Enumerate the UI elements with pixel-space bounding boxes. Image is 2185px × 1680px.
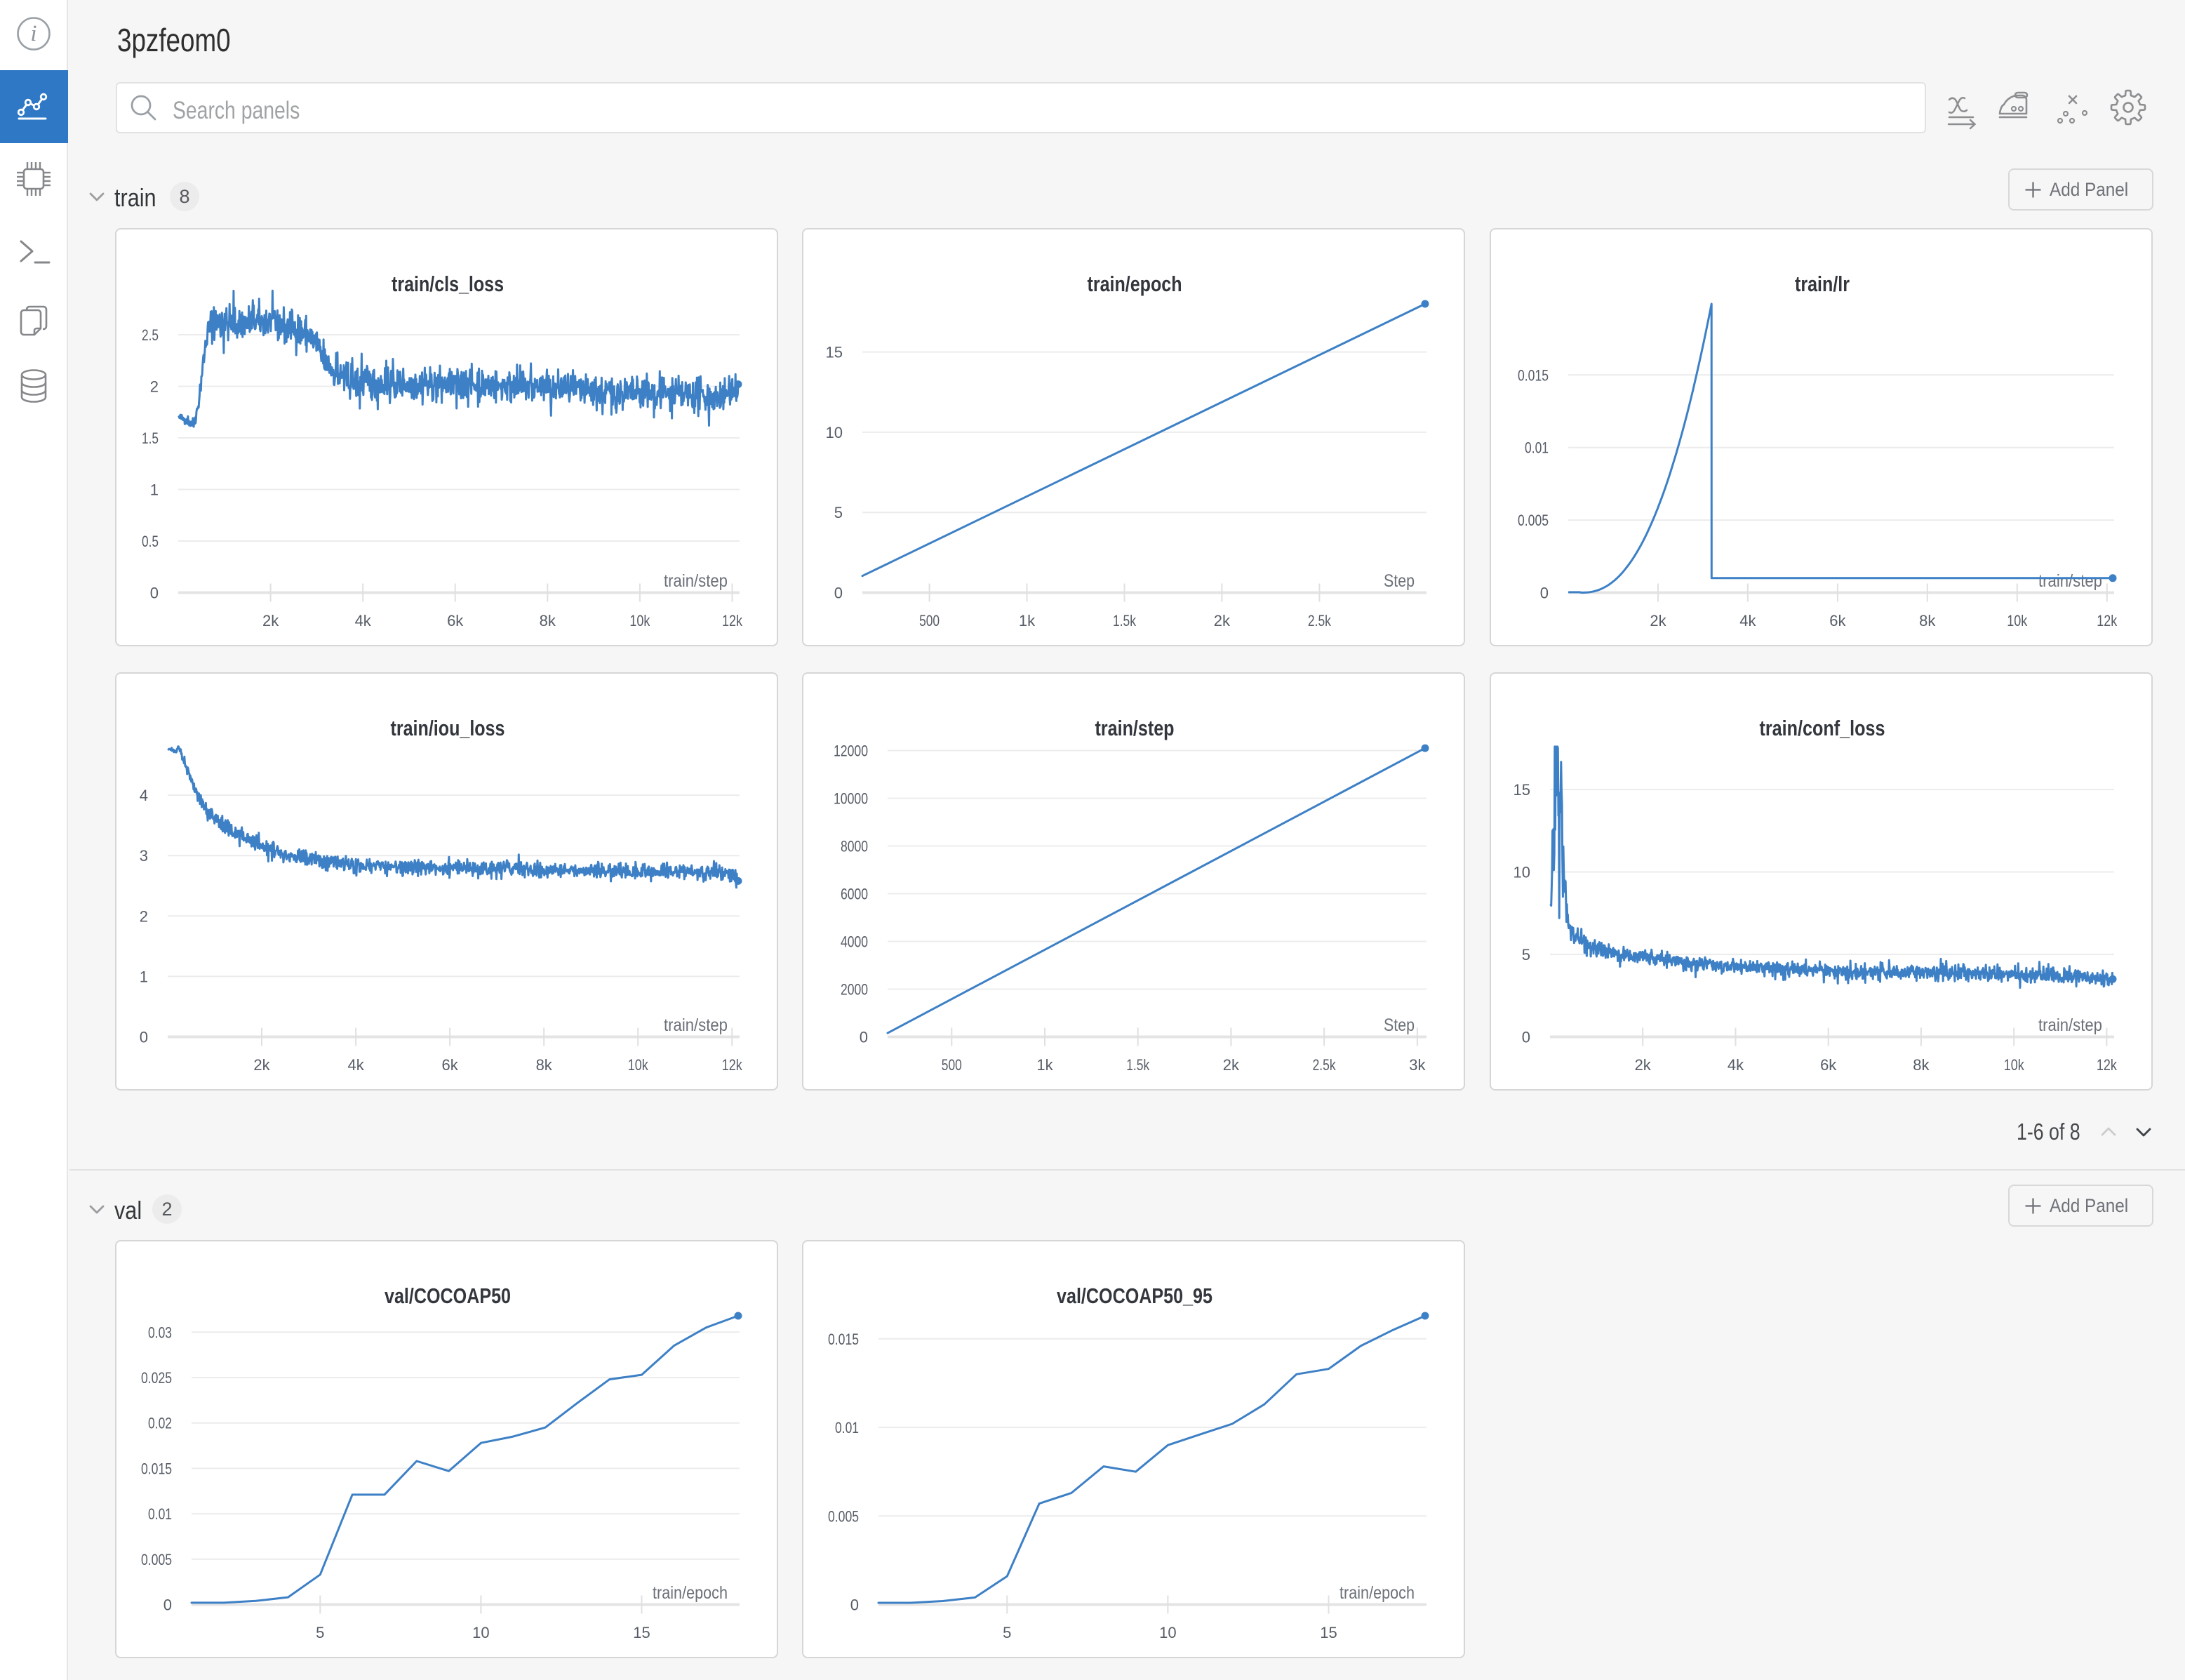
svg-text:10k: 10k [2007, 612, 2028, 629]
svg-text:i: i [30, 21, 36, 46]
svg-text:2k: 2k [262, 612, 279, 629]
svg-text:2000: 2000 [841, 981, 868, 999]
svg-text:10k: 10k [627, 1056, 648, 1074]
svg-text:1.5k: 1.5k [1126, 1056, 1150, 1074]
svg-text:0.03: 0.03 [148, 1324, 172, 1341]
svg-text:8k: 8k [539, 612, 556, 629]
svg-text:3: 3 [139, 847, 147, 865]
svg-text:1.5k: 1.5k [1113, 612, 1137, 629]
svg-text:12k: 12k [2097, 612, 2118, 629]
svg-text:2: 2 [139, 907, 147, 925]
svg-text:10k: 10k [629, 612, 650, 629]
svg-text:val/COCOAP50: val/COCOAP50 [385, 1284, 511, 1308]
svg-text:15: 15 [1514, 781, 1530, 799]
svg-text:6000: 6000 [841, 886, 868, 903]
svg-text:1k: 1k [1019, 612, 1036, 629]
svg-text:0: 0 [149, 584, 158, 601]
svg-text:0: 0 [163, 1596, 171, 1614]
svg-text:0.01: 0.01 [148, 1505, 172, 1523]
svg-text:Step: Step [1384, 1015, 1415, 1035]
svg-text:10: 10 [1159, 1624, 1176, 1641]
svg-text:10k: 10k [2004, 1056, 2025, 1074]
svg-text:0.005: 0.005 [828, 1507, 859, 1525]
svg-text:5: 5 [834, 504, 843, 521]
svg-text:1k: 1k [1036, 1056, 1053, 1074]
svg-text:500: 500 [942, 1056, 962, 1074]
svg-text:10000: 10000 [834, 790, 868, 808]
svg-text:0.005: 0.005 [1518, 512, 1549, 529]
svg-text:2.5: 2.5 [142, 326, 159, 344]
svg-text:0.015: 0.015 [828, 1331, 859, 1348]
svg-text:5: 5 [1003, 1624, 1011, 1641]
svg-text:0: 0 [1540, 584, 1549, 601]
svg-text:val/COCOAP50_95: val/COCOAP50_95 [1057, 1284, 1212, 1308]
svg-text:0.015: 0.015 [141, 1460, 172, 1477]
svg-text:12000: 12000 [834, 742, 868, 760]
svg-text:train/cls_loss: train/cls_loss [392, 272, 504, 296]
svg-text:5: 5 [316, 1624, 324, 1641]
svg-text:6k: 6k [447, 612, 464, 629]
svg-text:4000: 4000 [841, 933, 868, 951]
svg-text:12k: 12k [2097, 1056, 2118, 1074]
svg-text:8k: 8k [1919, 612, 1936, 629]
svg-text:12k: 12k [721, 1056, 742, 1074]
svg-text:train/iou_loss: train/iou_loss [390, 716, 505, 740]
svg-text:0.025: 0.025 [141, 1369, 172, 1387]
svg-text:train/conf_loss: train/conf_loss [1760, 716, 1885, 740]
svg-text:15: 15 [1320, 1624, 1337, 1641]
svg-text:3k: 3k [1409, 1056, 1426, 1074]
svg-text:0: 0 [860, 1029, 868, 1046]
svg-text:0: 0 [139, 1029, 147, 1046]
svg-text:12k: 12k [722, 612, 743, 629]
svg-text:6k: 6k [441, 1056, 458, 1074]
svg-text:10: 10 [472, 1624, 489, 1641]
svg-text:1.5: 1.5 [142, 429, 159, 447]
svg-text:0: 0 [834, 584, 843, 601]
svg-text:4: 4 [139, 787, 147, 804]
svg-text:4k: 4k [1728, 1056, 1744, 1074]
svg-text:train/step: train/step [664, 571, 728, 591]
svg-text:1: 1 [149, 481, 158, 498]
svg-text:2k: 2k [1214, 612, 1231, 629]
svg-text:train/epoch: train/epoch [1339, 1583, 1415, 1603]
svg-text:8000: 8000 [841, 838, 868, 855]
svg-text:0: 0 [850, 1596, 859, 1614]
svg-text:6k: 6k [1820, 1056, 1837, 1074]
svg-text:Step: Step [1384, 571, 1415, 591]
svg-text:15: 15 [826, 343, 843, 361]
svg-text:15: 15 [633, 1624, 650, 1641]
svg-text:10: 10 [1514, 864, 1530, 881]
svg-text:0.01: 0.01 [1525, 439, 1549, 456]
svg-text:4k: 4k [354, 612, 371, 629]
svg-text:train/epoch: train/epoch [1088, 272, 1182, 296]
svg-text:0.01: 0.01 [835, 1419, 859, 1436]
svg-text:train/step: train/step [664, 1015, 728, 1035]
svg-text:train/lr: train/lr [1795, 272, 1850, 296]
svg-text:4k: 4k [1739, 612, 1756, 629]
svg-text:2.5k: 2.5k [1313, 1056, 1337, 1074]
svg-text:2k: 2k [1635, 1056, 1652, 1074]
svg-text:2k: 2k [1223, 1056, 1240, 1074]
svg-text:10: 10 [826, 423, 843, 441]
svg-text:2: 2 [149, 378, 158, 395]
svg-text:0.005: 0.005 [141, 1551, 172, 1568]
svg-text:0.5: 0.5 [142, 533, 159, 550]
svg-text:train/step: train/step [2038, 571, 2102, 591]
svg-text:train/epoch: train/epoch [653, 1583, 728, 1603]
svg-text:0: 0 [1522, 1029, 1530, 1046]
svg-text:2k: 2k [253, 1056, 270, 1074]
svg-text:0.015: 0.015 [1518, 366, 1549, 384]
svg-text:0.02: 0.02 [148, 1415, 172, 1432]
svg-text:2k: 2k [1650, 612, 1666, 629]
svg-text:8k: 8k [1913, 1056, 1930, 1074]
svg-text:2.5k: 2.5k [1308, 612, 1332, 629]
svg-text:6k: 6k [1829, 612, 1846, 629]
svg-text:5: 5 [1522, 946, 1530, 964]
svg-text:8k: 8k [535, 1056, 552, 1074]
svg-text:500: 500 [919, 612, 940, 629]
svg-text:train/step: train/step [2038, 1015, 2102, 1035]
svg-text:4k: 4k [347, 1056, 364, 1074]
svg-text:1: 1 [139, 968, 147, 985]
svg-text:train/step: train/step [1095, 716, 1175, 740]
